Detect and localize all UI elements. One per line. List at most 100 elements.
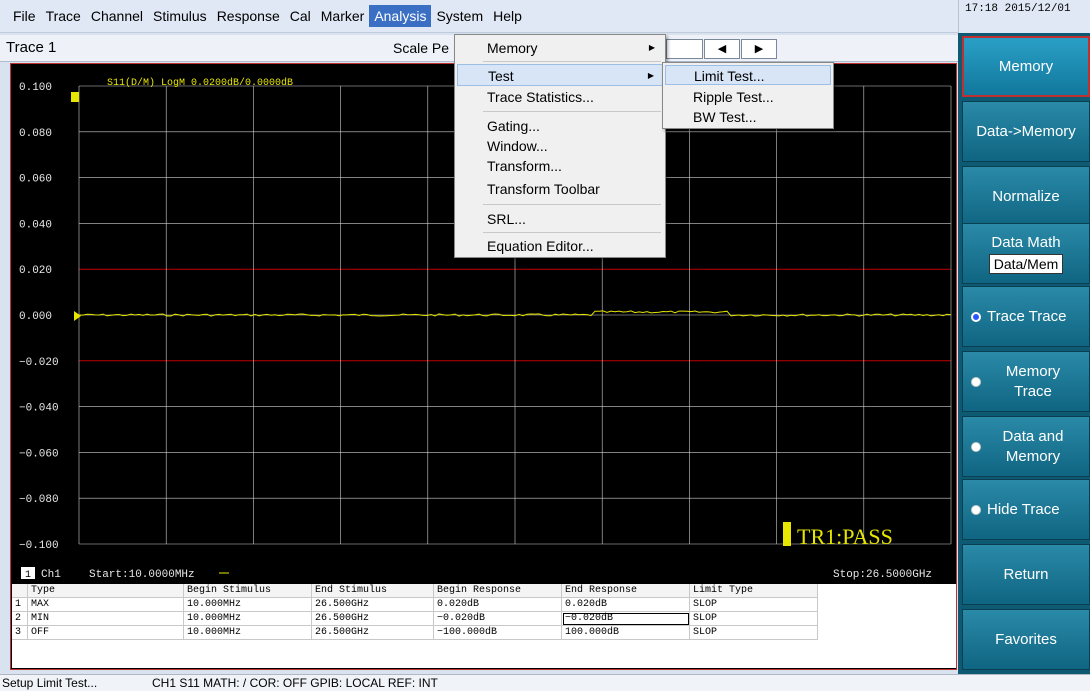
menu-item-srl[interactable]: SRL... <box>487 211 526 227</box>
menu-help[interactable]: Help <box>493 8 522 24</box>
y-tick-label: 0.100 <box>19 82 52 94</box>
menu-channel[interactable]: Channel <box>90 8 143 24</box>
menu-cal[interactable]: Cal <box>289 8 311 24</box>
active-trace-label: Trace 1 <box>6 39 57 56</box>
table-header-cell: Type <box>28 584 184 598</box>
table-header-cell: Begin Stimulus <box>184 584 312 598</box>
limit-test-item[interactable]: Limit Test... <box>665 65 831 85</box>
menu-marker[interactable]: Marker <box>320 8 365 24</box>
begin-response-cell[interactable]: −100.000dB <box>434 626 562 640</box>
menu-bar: File Trace Channel Stimulus Response Cal… <box>0 0 958 33</box>
radio-selected-icon <box>971 311 981 322</box>
menu-analysis[interactable]: Analysis <box>369 5 432 27</box>
softkey-memory-title[interactable]: Memory <box>962 36 1090 97</box>
menu-item-memory[interactable]: Memory ▶ <box>457 37 663 59</box>
menu-item-test[interactable]: Test ▶ <box>457 64 663 86</box>
end-stimulus-cell[interactable]: 26.500GHz <box>312 626 434 640</box>
menu-separator <box>483 111 661 112</box>
table-header-cell: Limit Type <box>690 584 818 598</box>
end-response-cell[interactable]: 100.000dB <box>562 626 690 640</box>
pass-indicator-icon <box>783 522 791 546</box>
menu-separator <box>483 232 661 233</box>
menu-item-window[interactable]: Window... <box>487 138 548 154</box>
table-row[interactable]: 3 OFF 10.000MHz 26.500GHz −100.000dB 100… <box>12 626 818 640</box>
scale-value-field[interactable] <box>666 39 703 59</box>
trace-info: S11(D/M) LogM 0.0200dB/0.0000dB <box>107 77 293 89</box>
data-and-memory-option[interactable]: Data and Memory <box>962 416 1090 477</box>
begin-response-cell[interactable]: 0.020dB <box>434 598 562 612</box>
datetime-display: 17:18 2015/12/01 <box>958 0 1090 33</box>
radio-icon <box>971 441 981 452</box>
type-cell[interactable]: OFF <box>28 626 184 640</box>
begin-stimulus-cell[interactable]: 10.000MHz <box>184 612 312 626</box>
menu-item-gating[interactable]: Gating... <box>487 118 540 134</box>
end-response-cell[interactable]: −0.020dB <box>562 612 690 626</box>
bw-test-item[interactable]: BW Test... <box>693 109 757 125</box>
menu-trace[interactable]: Trace <box>45 8 81 24</box>
begin-stimulus-cell[interactable]: 10.000MHz <box>184 598 312 612</box>
radio-icon <box>971 504 981 515</box>
data-math-value: Data/Mem <box>988 254 1064 274</box>
menu-item-trace-statistics[interactable]: Trace Statistics... <box>487 89 594 105</box>
begin-response-cell[interactable]: −0.020dB <box>434 612 562 626</box>
trace-tag[interactable]: Tr 1 <box>81 78 105 89</box>
data-to-memory-button[interactable]: Data->Memory <box>962 101 1090 162</box>
y-tick-label: −0.060 <box>19 448 59 460</box>
limit-type-cell[interactable]: SLOP <box>690 626 818 640</box>
menu-item-transform-toolbar[interactable]: Transform Toolbar <box>487 181 600 197</box>
y-tick-label: −0.100 <box>19 540 59 552</box>
y-tick-label: 0.020 <box>19 265 52 277</box>
y-tick-label: 0.060 <box>19 174 52 186</box>
menu-item-equation-editor[interactable]: Equation Editor... <box>487 238 594 254</box>
menu-item-transform[interactable]: Transform... <box>487 158 562 174</box>
y-tick-label: −0.020 <box>19 357 59 369</box>
table-header-cell <box>12 584 28 598</box>
row-index: 2 <box>12 612 28 626</box>
y-tick-label: 0.040 <box>19 219 52 231</box>
increment-button[interactable]: ▶ <box>741 39 777 59</box>
trace-line <box>78 310 952 317</box>
hide-trace-option[interactable]: Hide Trace <box>962 479 1090 540</box>
menu-stimulus[interactable]: Stimulus <box>153 8 207 24</box>
table-row[interactable]: 2 MIN 10.000MHz 26.500GHz −0.020dB −0.02… <box>12 612 818 626</box>
memory-trace-option[interactable]: Memory Trace <box>962 351 1090 412</box>
type-cell[interactable]: MIN <box>28 612 184 626</box>
decrement-button[interactable]: ◀ <box>704 39 740 59</box>
status-bar: Setup Limit Test... CH1 S11 MATH: / COR:… <box>0 674 1090 691</box>
left-arrow-icon: ◀ <box>717 43 727 55</box>
menu-response[interactable]: Response <box>216 8 280 24</box>
limit-type-cell[interactable]: SLOP <box>690 612 818 626</box>
menu-separator <box>483 61 661 62</box>
radio-icon <box>971 376 981 387</box>
favorites-button[interactable]: Favorites <box>962 609 1090 670</box>
submenu-arrow-icon: ▶ <box>648 43 655 52</box>
status-message: Setup Limit Test... <box>2 676 98 690</box>
data-math-button[interactable]: Data Math Data/Mem <box>962 223 1090 284</box>
return-button[interactable]: Return <box>962 544 1090 605</box>
channel-number: 1 <box>25 570 31 581</box>
table-row[interactable]: 1 MAX 10.000MHz 26.500GHz 0.020dB 0.020d… <box>12 598 818 612</box>
limit-type-cell[interactable]: SLOP <box>690 598 818 612</box>
end-stimulus-cell[interactable]: 26.500GHz <box>312 612 434 626</box>
channel-label: Ch1 <box>41 569 61 581</box>
normalize-button[interactable]: Normalize <box>962 166 1090 227</box>
table-header-cell: Begin Response <box>434 584 562 598</box>
ripple-test-item[interactable]: Ripple Test... <box>693 89 774 105</box>
y-tick-label: −0.080 <box>19 494 59 506</box>
y-tick-label: 0.000 <box>19 311 52 323</box>
scale-per-div-label: Scale Pe <box>393 40 450 56</box>
y-tick-label: 0.080 <box>19 128 52 140</box>
stop-frequency: Stop:26.5000GHz <box>833 569 932 581</box>
begin-stimulus-cell[interactable]: 10.000MHz <box>184 626 312 640</box>
reference-marker-icon[interactable] <box>74 311 81 321</box>
type-cell[interactable]: MAX <box>28 598 184 612</box>
table-header-cell: End Response <box>562 584 690 598</box>
end-response-cell[interactable]: 0.020dB <box>562 598 690 612</box>
end-stimulus-cell[interactable]: 26.500GHz <box>312 598 434 612</box>
trace-trace-option[interactable]: Trace Trace <box>962 286 1090 347</box>
menu-file[interactable]: File <box>13 8 36 24</box>
menu-system[interactable]: System <box>436 8 484 24</box>
softkey-panel: Memory Data->Memory Normalize Data Math D… <box>958 33 1090 681</box>
row-index: 1 <box>12 598 28 612</box>
row-index: 3 <box>12 626 28 640</box>
